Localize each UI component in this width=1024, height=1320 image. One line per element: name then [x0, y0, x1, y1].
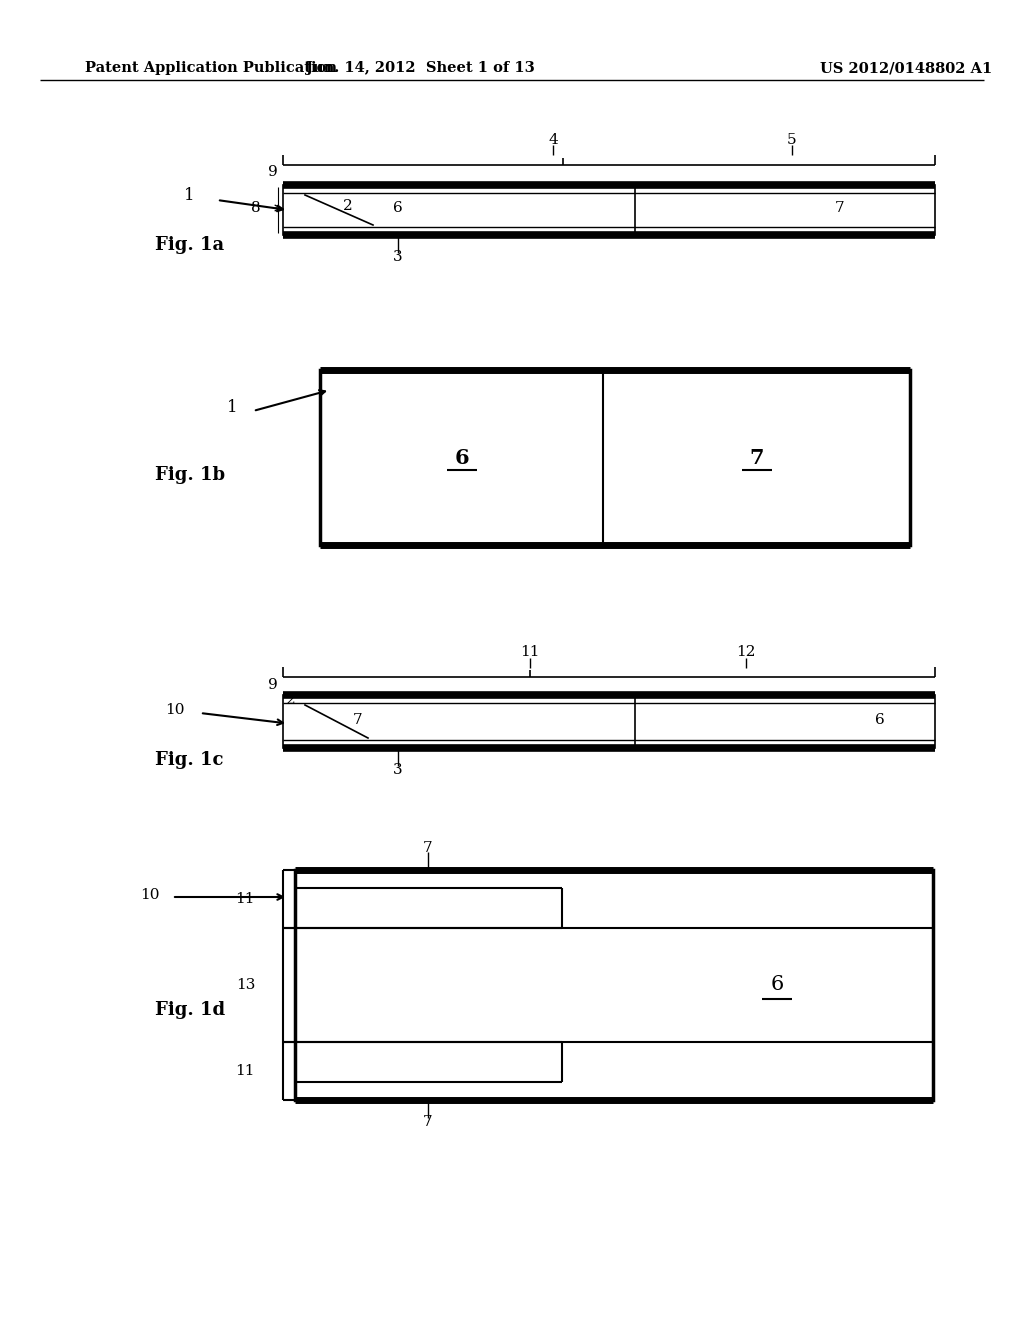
Text: 6: 6 — [393, 201, 402, 215]
Text: Jun. 14, 2012  Sheet 1 of 13: Jun. 14, 2012 Sheet 1 of 13 — [305, 61, 535, 75]
Text: 2: 2 — [286, 693, 296, 708]
Text: 4: 4 — [548, 133, 558, 147]
Text: Fig. 1d: Fig. 1d — [155, 1001, 225, 1019]
Text: 13: 13 — [236, 978, 255, 993]
Text: 7: 7 — [423, 1115, 433, 1129]
Text: 9: 9 — [268, 678, 278, 692]
Text: 11: 11 — [520, 645, 540, 659]
Text: 1: 1 — [184, 187, 195, 205]
Bar — [283, 185, 935, 235]
Text: 8: 8 — [251, 201, 261, 215]
Text: 6: 6 — [770, 975, 783, 994]
Text: 12: 12 — [736, 645, 756, 659]
Text: 11: 11 — [236, 892, 255, 906]
Bar — [319, 370, 910, 545]
Text: 3: 3 — [393, 763, 402, 777]
Text: 10: 10 — [166, 704, 185, 717]
Text: 6: 6 — [876, 713, 885, 726]
Text: 10: 10 — [140, 888, 160, 902]
Bar — [283, 696, 935, 748]
Text: Fig. 1c: Fig. 1c — [155, 751, 223, 770]
Text: 7: 7 — [353, 713, 362, 726]
Text: 7: 7 — [750, 447, 764, 467]
Text: Fig. 1b: Fig. 1b — [155, 466, 225, 484]
Text: US 2012/0148802 A1: US 2012/0148802 A1 — [820, 61, 992, 75]
Text: 7: 7 — [423, 841, 433, 855]
Text: 3: 3 — [393, 249, 402, 264]
Text: 2: 2 — [343, 199, 353, 213]
Text: 7: 7 — [836, 201, 845, 215]
Text: Fig. 1a: Fig. 1a — [155, 236, 224, 253]
Text: 5: 5 — [787, 133, 797, 147]
Text: 1: 1 — [227, 400, 238, 417]
Text: 6: 6 — [455, 447, 469, 467]
Bar — [295, 870, 933, 1100]
Text: Patent Application Publication: Patent Application Publication — [85, 61, 337, 75]
Text: 9: 9 — [268, 165, 278, 180]
Text: 11: 11 — [236, 1064, 255, 1078]
